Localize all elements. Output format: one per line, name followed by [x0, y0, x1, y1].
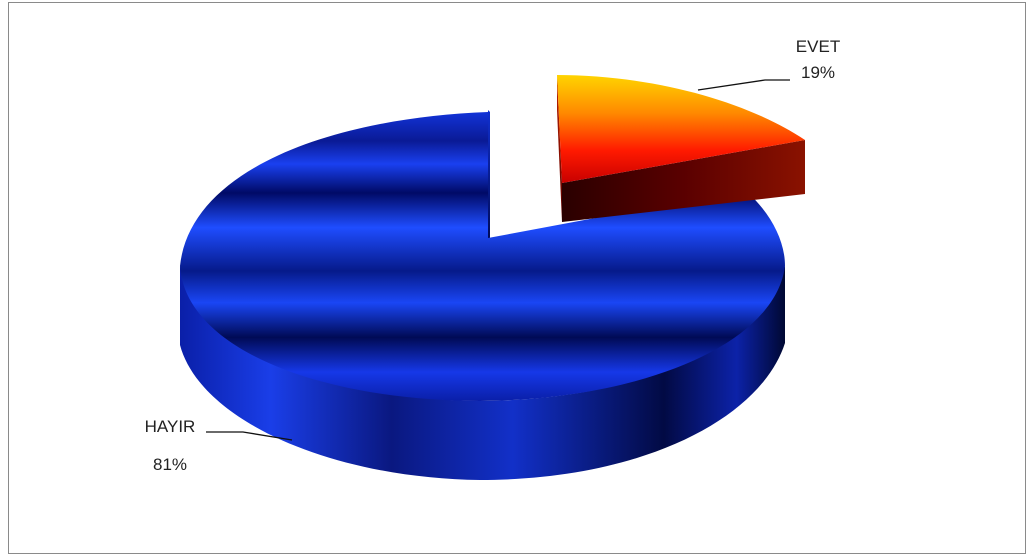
slice-hayir-top: [180, 112, 785, 401]
slice-hayir: [180, 110, 785, 480]
label-hayir-name: HAYIR: [145, 417, 196, 436]
leader-line-hayir: [206, 431, 293, 441]
slice-evet-cut: [557, 75, 562, 222]
slice-evet-top: [557, 75, 805, 183]
slice-hayir-side: [180, 266, 785, 480]
slice-evet-side: [562, 140, 805, 222]
slice-hayir-cut-face: [488, 110, 490, 240]
label-evet-name: EVET: [796, 37, 840, 56]
slice-evet: [557, 75, 805, 222]
label-evet-percent: 19%: [801, 63, 835, 82]
leader-line-evet: [697, 79, 790, 91]
label-hayir-percent: 81%: [153, 455, 187, 474]
